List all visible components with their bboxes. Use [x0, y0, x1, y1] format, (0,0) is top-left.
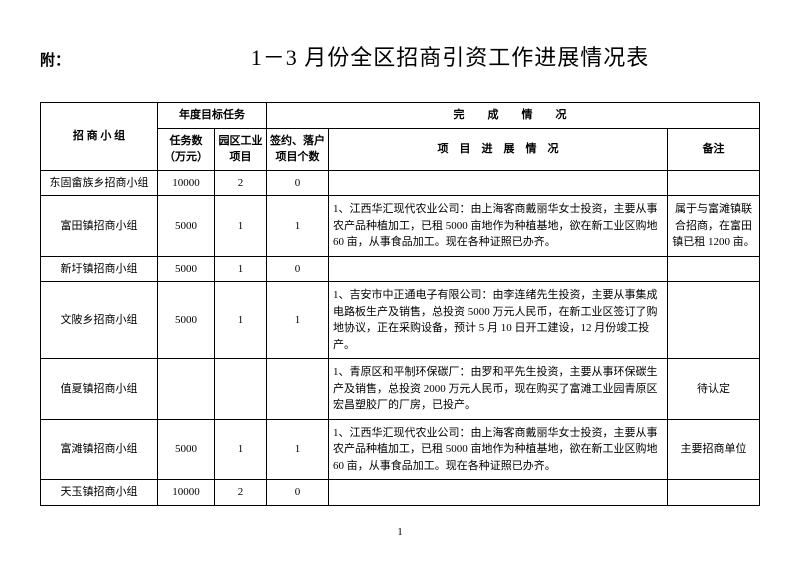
cell-tasks: 5000 [158, 419, 215, 480]
table-row: 新圩镇招商小组500010 [41, 256, 760, 282]
cell-parks: 2 [215, 480, 267, 506]
cell-progress: 1、江西华汇现代农业公司：由上海客商戴丽华女士投资，主要从事农产品种植加工，已租… [329, 419, 668, 480]
cell-tasks [158, 359, 215, 420]
cell-remark [668, 170, 760, 196]
cell-group: 天玉镇招商小组 [41, 480, 158, 506]
cell-remark: 待认定 [668, 359, 760, 420]
cell-signed: 1 [267, 419, 329, 480]
cell-parks: 1 [215, 282, 267, 359]
cell-remark: 属于与富滩镇联合招商，在富田镇已租 1200 亩。 [668, 196, 760, 257]
header-row: 附： 1－3 月份全区招商引资工作进展情况表 [40, 40, 760, 72]
cell-group: 值夏镇招商小组 [41, 359, 158, 420]
cell-signed: 1 [267, 282, 329, 359]
cell-parks: 1 [215, 196, 267, 257]
header-annual-target: 年度目标任务 [158, 103, 267, 129]
header-progress: 项 目 进 展 情 况 [329, 128, 668, 170]
cell-signed: 1 [267, 196, 329, 257]
cell-signed: 0 [267, 256, 329, 282]
cell-tasks: 5000 [158, 196, 215, 257]
header-completion: 完 成 情 况 [267, 103, 760, 129]
cell-parks: 1 [215, 419, 267, 480]
page-number: 1 [40, 526, 760, 538]
table-body: 东固畲族乡招商小组1000020富田镇招商小组5000111、江西华汇现代农业公… [41, 170, 760, 505]
table-row: 富滩镇招商小组5000111、江西华汇现代农业公司：由上海客商戴丽华女士投资，主… [41, 419, 760, 480]
header-remark: 备注 [668, 128, 760, 170]
cell-remark [668, 282, 760, 359]
header-tasks: 任务数（万元） [158, 128, 215, 170]
table-row: 东固畲族乡招商小组1000020 [41, 170, 760, 196]
cell-tasks: 5000 [158, 256, 215, 282]
table-row: 值夏镇招商小组 1、青原区和平制环保碳厂：由罗和平先生投资，主要从事环保碳生产及销… [41, 359, 760, 420]
cell-group: 富田镇招商小组 [41, 196, 158, 257]
cell-parks: 1 [215, 256, 267, 282]
header-parks: 园区工业项目 [215, 128, 267, 170]
header-group: 招 商 小 组 [41, 103, 158, 171]
cell-progress: 1、江西华汇现代农业公司：由上海客商戴丽华女士投资，主要从事农产品种植加工，已租… [329, 196, 668, 257]
header-signed: 签约、落户项目个数 [267, 128, 329, 170]
cell-progress: 1、吉安市中正通电子有限公司：由李连绪先生投资，主要从事集成电路板生产及销售，总… [329, 282, 668, 359]
cell-remark: 主要招商单位 [668, 419, 760, 480]
prefix-label: 附： [40, 49, 140, 70]
cell-group: 富滩镇招商小组 [41, 419, 158, 480]
cell-group: 文陂乡招商小组 [41, 282, 158, 359]
cell-tasks: 10000 [158, 170, 215, 196]
cell-progress [329, 170, 668, 196]
cell-group: 东固畲族乡招商小组 [41, 170, 158, 196]
cell-signed: 0 [267, 170, 329, 196]
table-row: 天玉镇招商小组1000020 [41, 480, 760, 506]
table-row: 富田镇招商小组5000111、江西华汇现代农业公司：由上海客商戴丽华女士投资，主… [41, 196, 760, 257]
cell-progress: 1、青原区和平制环保碳厂：由罗和平先生投资，主要从事环保碳生产及销售，总投资 2… [329, 359, 668, 420]
cell-signed [267, 359, 329, 420]
cell-tasks: 10000 [158, 480, 215, 506]
progress-table: 招 商 小 组 年度目标任务 完 成 情 况 任务数（万元） 园区工业项目 签约… [40, 102, 760, 506]
cell-remark [668, 480, 760, 506]
table-row: 文陂乡招商小组5000111、吉安市中正通电子有限公司：由李连绪先生投资，主要从… [41, 282, 760, 359]
cell-remark [668, 256, 760, 282]
cell-parks [215, 359, 267, 420]
page-title: 1－3 月份全区招商引资工作进展情况表 [140, 40, 760, 72]
cell-tasks: 5000 [158, 282, 215, 359]
cell-parks: 2 [215, 170, 267, 196]
cell-group: 新圩镇招商小组 [41, 256, 158, 282]
cell-signed: 0 [267, 480, 329, 506]
cell-progress [329, 256, 668, 282]
cell-progress [329, 480, 668, 506]
